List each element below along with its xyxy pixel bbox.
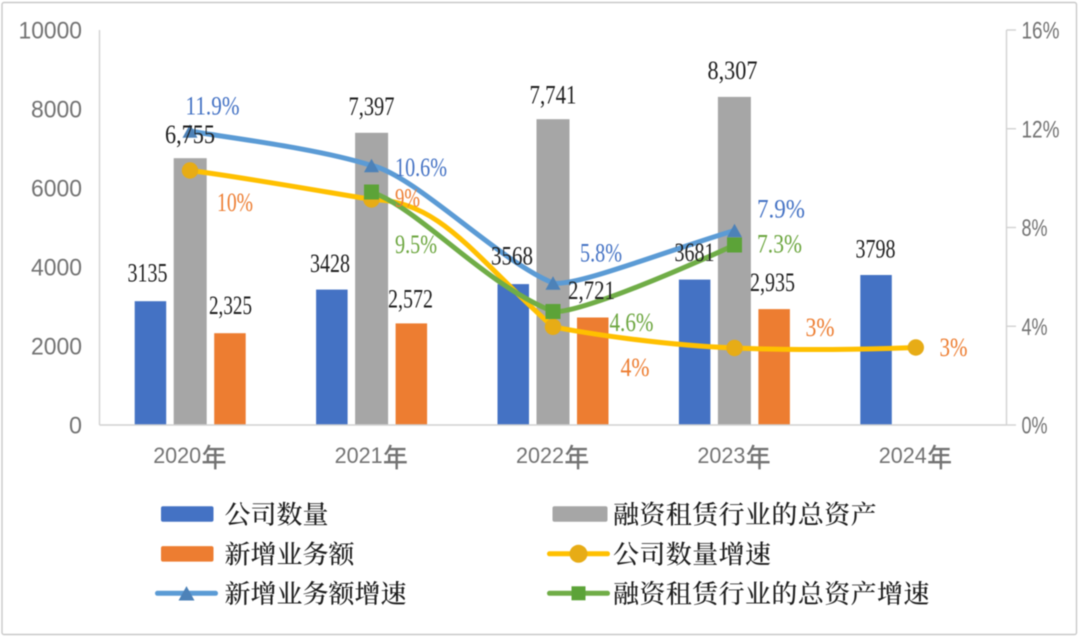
svg-text:2,721: 2,721 xyxy=(568,275,615,305)
svg-text:8000: 8000 xyxy=(31,97,82,124)
svg-text:4.6%: 4.6% xyxy=(610,308,654,337)
svg-text:0: 0 xyxy=(69,413,82,440)
svg-text:3428: 3428 xyxy=(310,248,350,278)
svg-text:11.9%: 11.9% xyxy=(186,92,240,121)
svg-text:3681: 3681 xyxy=(675,237,715,267)
svg-text:6000: 6000 xyxy=(31,176,82,203)
svg-text:5.8%: 5.8% xyxy=(580,239,622,268)
svg-text:7.3%: 7.3% xyxy=(757,230,802,259)
svg-text:2022: 2022 xyxy=(516,443,564,468)
svg-text:10.6%: 10.6% xyxy=(395,153,447,182)
svg-text:2,935: 2,935 xyxy=(750,267,795,297)
svg-text:2023: 2023 xyxy=(697,443,745,468)
svg-text:2000: 2000 xyxy=(31,334,82,361)
svg-text:3798: 3798 xyxy=(856,234,896,264)
svg-text:7,741: 7,741 xyxy=(530,80,577,110)
svg-text:16%: 16% xyxy=(1022,18,1060,45)
svg-text:8,307: 8,307 xyxy=(708,55,758,85)
svg-text:8%: 8% xyxy=(1022,215,1048,242)
svg-text:0%: 0% xyxy=(1022,413,1048,440)
svg-text:7,397: 7,397 xyxy=(349,91,395,121)
svg-text:3%: 3% xyxy=(806,313,835,342)
svg-text:6,755: 6,755 xyxy=(165,119,215,149)
svg-text:4%: 4% xyxy=(621,353,650,382)
svg-text:10000: 10000 xyxy=(19,18,83,45)
svg-text:2020: 2020 xyxy=(153,443,201,468)
svg-text:2021: 2021 xyxy=(335,443,383,468)
svg-text:3%: 3% xyxy=(940,333,968,362)
svg-text:7.9%: 7.9% xyxy=(757,195,805,224)
svg-text:12%: 12% xyxy=(1022,116,1060,143)
svg-text:4%: 4% xyxy=(1022,314,1048,341)
svg-text:2,572: 2,572 xyxy=(388,284,433,314)
svg-text:3568: 3568 xyxy=(491,241,533,271)
svg-text:3135: 3135 xyxy=(128,258,168,288)
svg-text:9%: 9% xyxy=(395,184,420,213)
svg-text:10%: 10% xyxy=(217,188,253,217)
svg-text:4000: 4000 xyxy=(31,255,82,282)
svg-text:2,325: 2,325 xyxy=(209,290,252,320)
svg-text:9.5%: 9.5% xyxy=(395,230,437,259)
svg-text:2024: 2024 xyxy=(879,443,927,468)
